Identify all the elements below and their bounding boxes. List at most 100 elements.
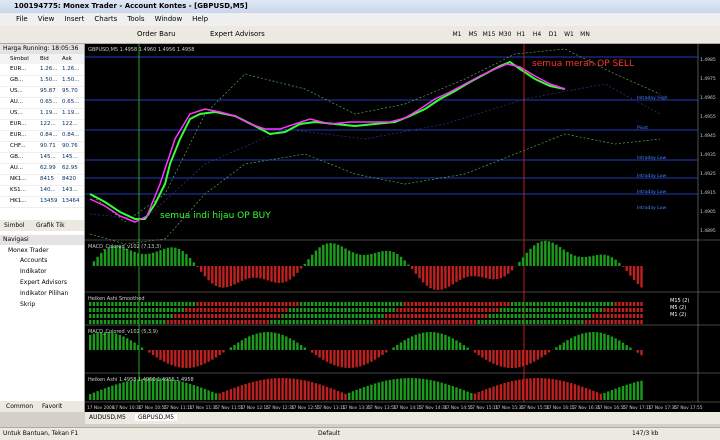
signal-dot xyxy=(219,320,221,324)
menu-item[interactable]: View xyxy=(38,13,55,26)
signal-dot xyxy=(167,314,169,318)
macd2-bar xyxy=(444,335,446,350)
signal-dot xyxy=(96,308,98,312)
timeframe-button[interactable]: M5 xyxy=(466,29,480,40)
macd2-bar xyxy=(478,350,480,355)
navigator-item[interactable]: Accounts xyxy=(20,257,47,264)
menu-item[interactable]: File xyxy=(16,13,28,26)
ha-bar xyxy=(537,378,539,400)
navigator-item[interactable]: Skrip xyxy=(20,301,35,308)
signal-dot xyxy=(348,320,350,324)
tab[interactable]: Favorit xyxy=(42,403,62,410)
signal-dot xyxy=(285,308,287,312)
ha-bar xyxy=(522,379,524,400)
signal-dot xyxy=(130,302,132,306)
tab[interactable]: Simbol xyxy=(4,222,24,229)
signal-dot xyxy=(607,302,609,306)
signal-dot xyxy=(337,320,339,324)
chart-tab[interactable]: AUDUSD,M5 xyxy=(89,414,126,421)
timeframe-button[interactable]: H4 xyxy=(530,29,544,40)
ha-bar xyxy=(626,385,628,400)
macd2-bar xyxy=(574,336,576,350)
signal-dot xyxy=(511,302,513,306)
symbol: CHF... xyxy=(10,141,26,152)
signal-dot xyxy=(204,308,206,312)
macd2-bar xyxy=(159,350,161,360)
navigator-item[interactable]: Expert Advisors xyxy=(20,279,67,286)
macd2-bar xyxy=(341,350,343,367)
signal-dot xyxy=(637,302,639,306)
signal-dot xyxy=(111,314,113,318)
signal-dot xyxy=(304,320,306,324)
macd-bar xyxy=(640,266,642,287)
signal-dot xyxy=(448,320,450,324)
price: 1.19... xyxy=(62,108,80,119)
signal-dot xyxy=(311,302,313,306)
signal-dot xyxy=(418,320,420,324)
tab[interactable]: Grafik Tik xyxy=(36,222,65,229)
ha-bar xyxy=(389,380,391,400)
signal-dot xyxy=(281,320,283,324)
ha-bar xyxy=(348,393,350,400)
timeframe-button[interactable]: MN xyxy=(578,29,592,40)
signal-dot xyxy=(333,320,335,324)
signal-dot xyxy=(219,308,221,312)
signal-dot xyxy=(233,320,235,324)
signal-dot xyxy=(607,308,609,312)
tab[interactable]: Common xyxy=(6,403,33,410)
signal-dot xyxy=(637,308,639,312)
signal-dot xyxy=(170,320,172,324)
expert-button[interactable]: Expert Advisors xyxy=(210,29,265,40)
signal-dot xyxy=(211,320,213,324)
menu-item[interactable]: Help xyxy=(192,13,208,26)
timeframe-button[interactable]: H1 xyxy=(514,29,528,40)
signal-dot xyxy=(233,314,235,318)
menu-item[interactable]: Tools xyxy=(127,13,144,26)
macd2-bar xyxy=(392,347,394,350)
macd2-bar xyxy=(296,343,298,350)
signal-dot xyxy=(226,320,228,324)
timeframe-button[interactable]: W1 xyxy=(562,29,576,40)
navigator-root[interactable]: Monex Trader xyxy=(8,247,49,254)
signal-dot xyxy=(304,308,306,312)
timeframe-button[interactable]: D1 xyxy=(546,29,560,40)
ha-bar xyxy=(433,381,435,400)
signal-dot xyxy=(592,308,594,312)
menu-item[interactable]: Insert xyxy=(64,13,84,26)
timeframe-button[interactable]: M30 xyxy=(498,29,512,40)
signal-dot xyxy=(415,302,417,306)
menu-item[interactable]: Window xyxy=(155,13,183,26)
signal-dot xyxy=(359,302,361,306)
signal-dot xyxy=(533,308,535,312)
order-button[interactable]: Order Baru xyxy=(137,29,176,40)
signal-dot xyxy=(341,302,343,306)
macd-bar xyxy=(226,266,228,287)
signal-dot xyxy=(285,314,287,318)
timeframe-button[interactable]: M1 xyxy=(450,29,464,40)
timeframe-button[interactable]: M15 xyxy=(482,29,496,40)
signal-dot xyxy=(300,320,302,324)
navigator-item[interactable]: Indikator Pilihan xyxy=(20,290,68,297)
macd2-bar xyxy=(422,333,424,350)
chart-tab[interactable]: GBPUSD,M5 xyxy=(135,414,177,421)
signal-dot xyxy=(367,302,369,306)
signal-dot xyxy=(348,302,350,306)
signal-dot xyxy=(441,308,443,312)
signal-dot xyxy=(415,320,417,324)
signal-dot xyxy=(141,314,143,318)
signal-dot xyxy=(589,302,591,306)
price: 122... xyxy=(62,119,78,130)
column-header: Simbol xyxy=(10,54,29,64)
macd-bar xyxy=(148,254,150,266)
navigator-item[interactable]: Indikator xyxy=(20,268,47,275)
ha-bar xyxy=(411,378,413,400)
signal-dot xyxy=(429,308,431,312)
macd2-bar xyxy=(559,345,561,350)
price: 1.50... xyxy=(40,75,58,86)
ha-bar xyxy=(333,390,335,400)
signal-dot xyxy=(426,314,428,318)
signal-dot xyxy=(503,320,505,324)
macd-bar xyxy=(100,253,102,266)
menu-item[interactable]: Charts xyxy=(94,13,117,26)
